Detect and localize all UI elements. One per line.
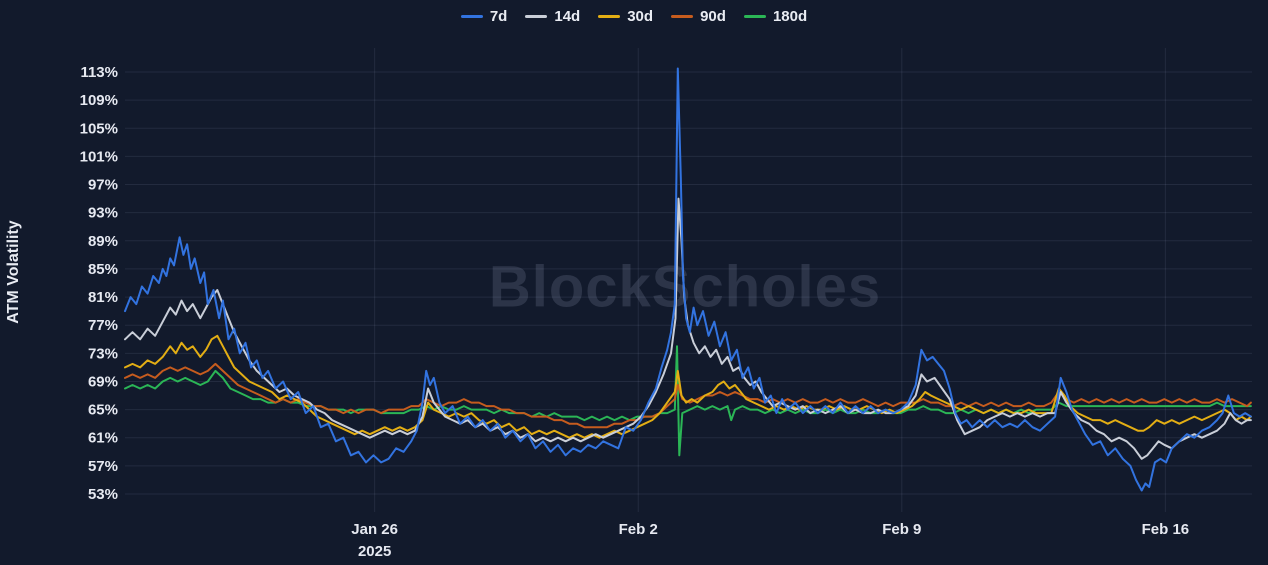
x-tick-label: Feb 2 [619, 521, 658, 538]
legend-item-14d[interactable]: 14d [525, 8, 580, 25]
series-line-14d [124, 197, 1252, 460]
legend-item-7d[interactable]: 7d [460, 7, 508, 25]
y-tick-label: 53% [88, 486, 118, 503]
legend-label-180d: 180d [772, 7, 808, 25]
x-tick-label: Feb 16 [1142, 521, 1190, 538]
y-tick-label: 81% [88, 289, 118, 306]
y-tick-label: 101% [80, 148, 118, 165]
y-tick-label: 89% [88, 233, 118, 250]
legend-label-14d: 14d [554, 7, 581, 25]
y-tick-label: 97% [88, 177, 118, 194]
legend-swatch-30d-icon [598, 14, 621, 18]
chart-legend: 7d 14d 30d 90d 180d [0, 4, 1268, 28]
y-tick-label: 69% [88, 373, 118, 390]
legend-item-180d[interactable]: 180d [743, 7, 808, 25]
legend-label-30d: 30d [627, 7, 654, 25]
legend-item-30d[interactable]: 30d [598, 8, 653, 25]
x-tick-sublabel: 2025 [358, 543, 391, 560]
legend-swatch-7d-icon [460, 14, 483, 18]
y-tick-label: 85% [88, 261, 118, 278]
series-line-7d [124, 67, 1252, 492]
legend-swatch-14d-icon [525, 14, 548, 18]
series-line-30d [124, 334, 1252, 439]
y-tick-label: 77% [88, 317, 118, 334]
y-tick-label: 65% [88, 402, 118, 419]
y-tick-label: 61% [88, 430, 118, 447]
y-tick-label: 73% [88, 345, 118, 362]
x-tick-label: Jan 26 [351, 521, 398, 538]
y-tick-label: 109% [80, 92, 118, 109]
legend-label-7d: 7d [489, 7, 508, 25]
y-tick-label: 57% [88, 458, 118, 475]
y-tick-label: 113% [80, 64, 118, 81]
y-tick-label: 105% [80, 120, 118, 137]
x-tick-label: Feb 9 [882, 521, 921, 538]
legend-swatch-90d-icon [671, 14, 694, 18]
y-tick-label: 93% [88, 205, 118, 222]
legend-item-90d[interactable]: 90d [671, 8, 726, 25]
legend-label-90d: 90d [700, 7, 726, 25]
legend-swatch-180d-icon [743, 14, 766, 18]
